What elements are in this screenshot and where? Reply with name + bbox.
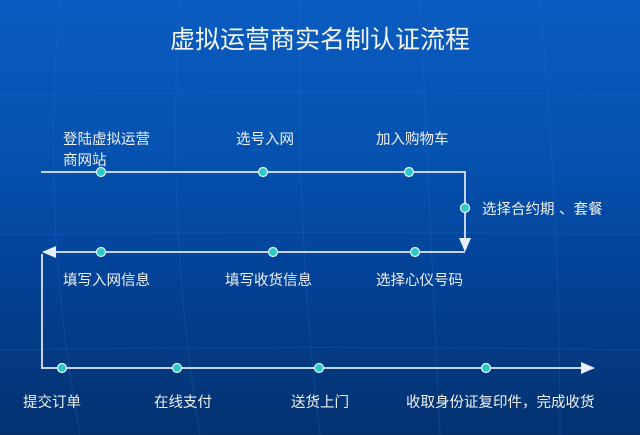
step-label: 填写收货信息 bbox=[225, 273, 312, 289]
step-node bbox=[95, 246, 107, 258]
step-label: 选择心仪号码 bbox=[376, 273, 463, 289]
step-node bbox=[313, 362, 325, 374]
step-node bbox=[459, 202, 471, 214]
step-node bbox=[257, 166, 269, 178]
step-label-line: 登陆虚拟运营 bbox=[63, 132, 150, 148]
step-label: 选择合约期 、套餐 bbox=[482, 202, 603, 218]
flow-line-row3 bbox=[41, 254, 595, 374]
step-node bbox=[171, 362, 183, 374]
step-label: 登陆虚拟运营 商网站 bbox=[63, 130, 150, 172]
step-label: 在线支付 bbox=[154, 395, 212, 411]
flow-line-row1 bbox=[41, 171, 471, 252]
step-label: 加入购物车 bbox=[376, 132, 449, 148]
step-node bbox=[480, 362, 492, 374]
step-node bbox=[403, 166, 415, 178]
step-label: 提交订单 bbox=[23, 395, 81, 411]
step-node bbox=[95, 166, 107, 178]
step-node bbox=[56, 362, 68, 374]
step-node bbox=[409, 246, 421, 258]
page-title: 虚拟运营商实名制认证流程 bbox=[169, 25, 470, 54]
step-label: 收取身份证复印件，完成收货 bbox=[406, 395, 595, 411]
step-label: 填写入网信息 bbox=[63, 273, 150, 289]
step-label-line: 商网站 bbox=[63, 153, 107, 169]
step-node bbox=[267, 246, 279, 258]
step-label: 选号入网 bbox=[236, 132, 294, 148]
step-label: 送货上门 bbox=[291, 395, 349, 411]
